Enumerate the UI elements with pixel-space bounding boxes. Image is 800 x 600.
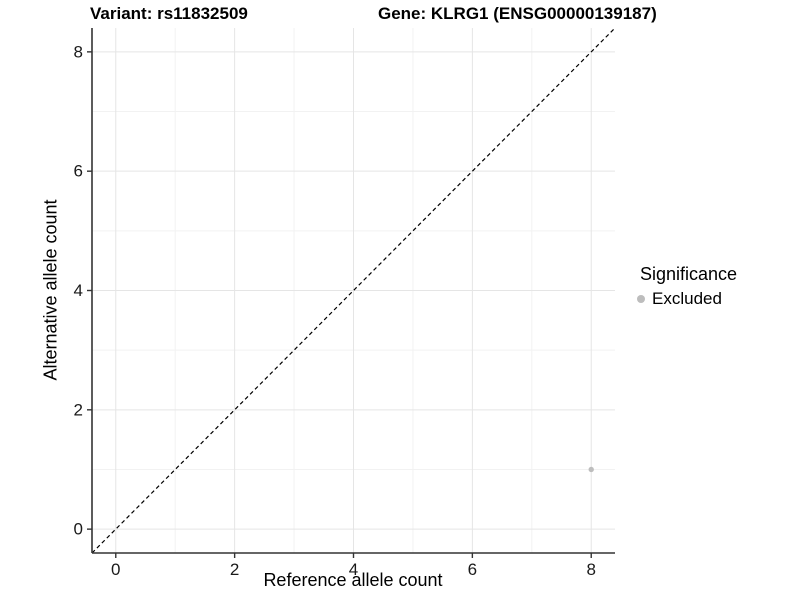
x-tick-label: 8 — [586, 560, 595, 579]
y-tick-label: 0 — [74, 520, 83, 539]
legend: Significance Excluded — [634, 264, 737, 309]
legend-item-label: Excluded — [652, 289, 722, 308]
x-tick-label: 0 — [111, 560, 120, 579]
y-tick-label: 6 — [74, 162, 83, 181]
y-tick-label: 4 — [74, 281, 83, 300]
x-tick-label: 6 — [468, 560, 477, 579]
x-tick-label: 4 — [349, 560, 358, 579]
data-point — [588, 466, 594, 473]
variant-title: Variant: rs11832509 — [90, 4, 248, 23]
y-tick-label: 8 — [74, 42, 83, 61]
gene-title: Gene: KLRG1 (ENSG00000139187) — [378, 4, 657, 23]
y-axis-title: Alternative allele count — [40, 199, 61, 381]
x-axis-title: Reference allele count — [263, 570, 443, 590]
legend-title: Significance — [640, 264, 738, 284]
identity-dashed-line — [91, 27, 616, 554]
x-tick-label: 2 — [230, 560, 239, 579]
y-tick-label: 2 — [74, 400, 83, 419]
legend-item-excluded: Excluded — [634, 289, 737, 309]
excluded-point-icon — [637, 295, 645, 303]
